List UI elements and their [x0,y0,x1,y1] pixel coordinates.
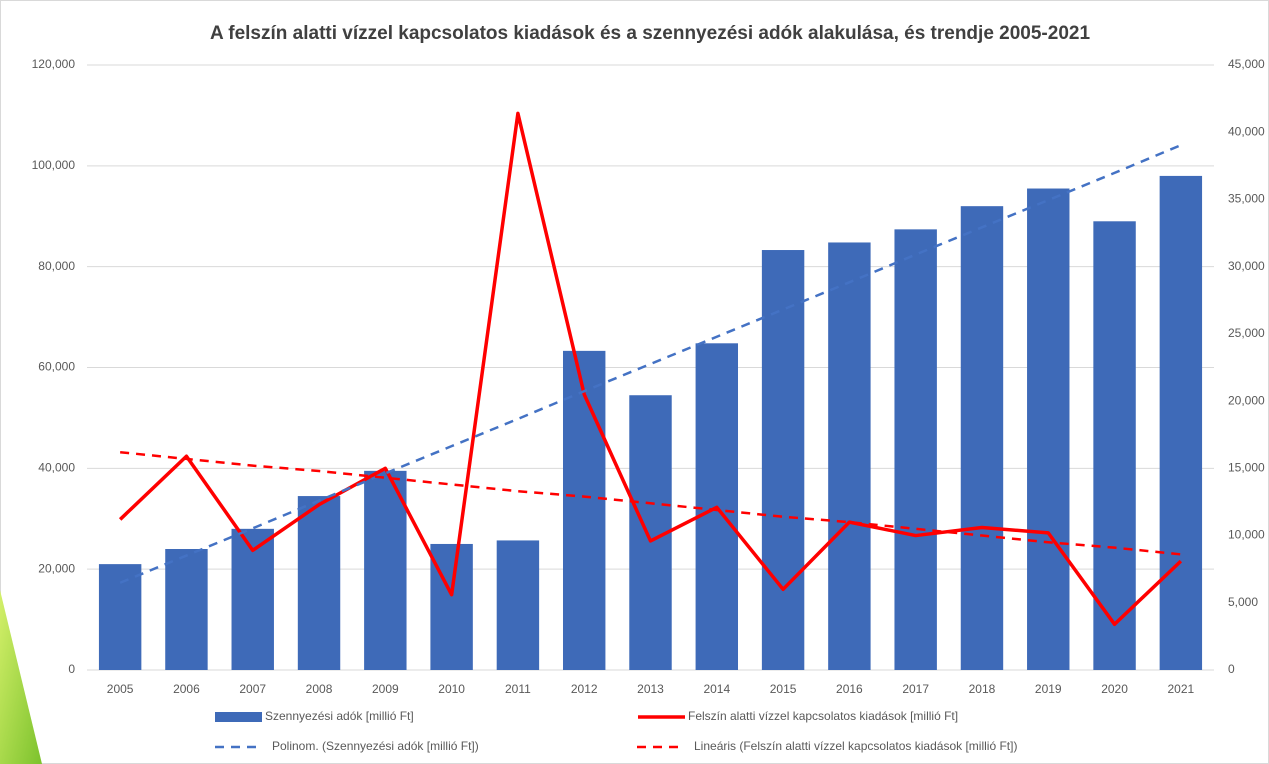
bar [1027,188,1070,671]
y2-tick-label: 0 [1228,662,1235,676]
legend-label: Felszín alatti vízzel kapcsolatos kiadás… [688,709,958,723]
decoration [0,590,42,764]
y2-tick-label: 5,000 [1228,595,1258,609]
bar [364,470,407,670]
bar [165,549,208,670]
chart-title: A felszín alatti vízzel kapcsolatos kiad… [210,23,1091,44]
x-tick-label: 2013 [637,682,664,696]
x-tick-label: 2019 [1035,682,1062,696]
bar [894,229,937,670]
legend-label: Szennyezési adók [millió Ft] [265,709,414,723]
y-tick-label: 60,000 [38,360,75,374]
y-tick-label: 40,000 [38,461,75,475]
bar [1159,175,1203,670]
legend-label: Lineáris (Felszín alatti vízzel kapcsola… [694,739,1017,753]
bar [562,350,606,670]
x-tick-label: 2007 [239,682,266,696]
x-tick-label: 2011 [505,682,531,696]
trend-line [120,450,1181,556]
bar [960,206,1004,670]
x-tick-label: 2012 [571,682,598,696]
y2-tick-label: 35,000 [1228,192,1265,206]
y2-tick-label: 45,000 [1228,57,1265,71]
x-tick-label: 2005 [107,682,134,696]
x-tick-label: 2018 [969,682,996,696]
bar [231,528,274,670]
line [118,111,1183,627]
y2-tick-label: 40,000 [1228,124,1265,138]
y2-tick-label: 20,000 [1228,393,1265,407]
y-tick-label: 100,000 [32,158,76,172]
y-tick-label: 80,000 [38,259,75,273]
x-tick-label: 2006 [173,682,200,696]
bar [761,250,805,670]
x-tick-label: 2020 [1101,682,1128,696]
legend-swatch [215,712,262,722]
x-tick-label: 2015 [770,682,797,696]
bar [297,496,341,670]
bar [1093,221,1136,670]
y2-tick-label: 30,000 [1228,259,1265,273]
bar [828,242,871,670]
bar [98,564,142,670]
y2-tick-label: 15,000 [1228,461,1265,475]
y2-tick-label: 25,000 [1228,326,1265,340]
y-tick-label: 20,000 [38,561,75,575]
x-tick-label: 2014 [703,682,730,696]
y-tick-label: 120,000 [32,57,76,71]
x-tick-label: 2010 [438,682,465,696]
x-tick-label: 2016 [836,682,863,696]
x-tick-label: 2017 [902,682,929,696]
bar [496,540,540,670]
x-tick-label: 2009 [372,682,399,696]
x-tick-label: 2021 [1168,682,1195,696]
x-tick-label: 2008 [306,682,333,696]
legend-label: Polinom. (Szennyezési adók [millió Ft]) [272,739,479,753]
y-tick-label: 0 [68,662,75,676]
y2-tick-label: 10,000 [1228,528,1265,542]
